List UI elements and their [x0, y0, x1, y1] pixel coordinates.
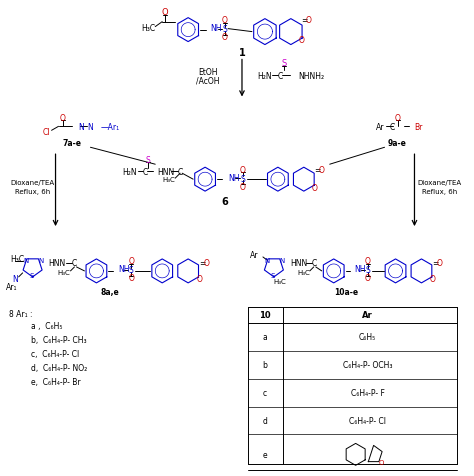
- Text: NH: NH: [228, 173, 239, 182]
- Text: O: O: [240, 165, 246, 174]
- Text: 8a,e: 8a,e: [101, 288, 120, 297]
- Text: O: O: [299, 36, 305, 45]
- Text: =: =: [315, 165, 321, 174]
- Text: O: O: [306, 16, 312, 25]
- Text: H₃C: H₃C: [11, 255, 25, 264]
- Text: Cl: Cl: [43, 128, 51, 137]
- Text: O: O: [394, 114, 401, 123]
- Text: Ar₁: Ar₁: [6, 283, 17, 292]
- Text: H₃C: H₃C: [273, 278, 286, 284]
- Text: —Ar₁: —Ar₁: [100, 122, 119, 131]
- Text: C₆H₅: C₆H₅: [359, 333, 376, 341]
- Text: c: c: [263, 388, 267, 397]
- Text: N: N: [79, 122, 84, 131]
- Text: EtOH: EtOH: [198, 68, 218, 77]
- Text: O: O: [365, 274, 371, 283]
- Text: O: O: [379, 459, 384, 466]
- Text: =: =: [199, 259, 205, 268]
- Text: 10a-e: 10a-e: [335, 288, 359, 297]
- Text: N: N: [38, 258, 43, 263]
- Text: H₂N: H₂N: [123, 168, 137, 176]
- Text: a ,  C₆H₅: a , C₆H₅: [31, 322, 62, 330]
- Text: Ar: Ar: [362, 311, 373, 319]
- Text: N: N: [279, 258, 284, 263]
- Text: S: S: [365, 266, 370, 275]
- Text: S: S: [29, 272, 34, 278]
- Text: HNN: HNN: [157, 168, 174, 176]
- Text: O: O: [240, 182, 246, 191]
- Text: =: =: [301, 16, 308, 25]
- Text: e: e: [263, 450, 267, 459]
- Text: d,  C₆H₄-P- NO₂: d, C₆H₄-P- NO₂: [31, 363, 87, 372]
- Text: S: S: [129, 266, 134, 275]
- Text: b,  C₆H₄-P- CH₃: b, C₆H₄-P- CH₃: [31, 336, 86, 345]
- Text: O: O: [196, 275, 202, 284]
- Text: 1: 1: [238, 48, 246, 58]
- Text: 9a-e: 9a-e: [388, 139, 407, 148]
- Text: H₃C: H₃C: [58, 269, 71, 275]
- Text: 8 Ar₁ :: 8 Ar₁ :: [9, 309, 32, 318]
- Text: H₂N: H₂N: [257, 72, 272, 81]
- Text: N: N: [12, 275, 18, 284]
- Text: =: =: [432, 259, 438, 268]
- Text: a: a: [263, 333, 267, 341]
- Text: N: N: [88, 122, 93, 131]
- Text: S: S: [241, 174, 246, 183]
- Text: O: O: [365, 257, 371, 266]
- Text: H₃C: H₃C: [163, 177, 175, 183]
- Text: N: N: [264, 258, 270, 263]
- Text: HNN: HNN: [290, 259, 307, 268]
- Text: Br: Br: [414, 122, 423, 131]
- Text: /AcOH: /AcOH: [196, 77, 220, 86]
- Text: O: O: [128, 257, 134, 266]
- Text: Ar: Ar: [376, 122, 384, 131]
- Text: C: C: [178, 168, 183, 176]
- Text: S: S: [223, 25, 228, 34]
- Text: O: O: [203, 259, 209, 268]
- Text: O: O: [312, 183, 318, 192]
- Text: NH: NH: [118, 265, 130, 274]
- Text: C: C: [277, 72, 283, 81]
- Text: Ar: Ar: [250, 251, 258, 260]
- Text: NHNH₂: NHNH₂: [298, 72, 324, 81]
- Text: d: d: [263, 416, 267, 425]
- Text: O: O: [437, 259, 442, 268]
- Text: C: C: [311, 259, 317, 268]
- Text: NH: NH: [355, 265, 366, 274]
- Text: O: O: [222, 16, 228, 25]
- Text: c,  C₆H₄-P- Cl: c, C₆H₄-P- Cl: [31, 349, 79, 358]
- Text: H₃C: H₃C: [141, 24, 155, 33]
- Text: b: b: [263, 360, 267, 369]
- Text: 6: 6: [222, 197, 228, 207]
- Text: Reflux, 6h: Reflux, 6h: [422, 189, 457, 195]
- Text: O: O: [222, 33, 228, 42]
- Text: S: S: [146, 155, 151, 164]
- Text: C₆H₄-P- F: C₆H₄-P- F: [351, 388, 384, 397]
- Text: H₃C: H₃C: [297, 269, 310, 275]
- Text: Dioxane/TEA: Dioxane/TEA: [10, 180, 55, 186]
- Text: C₆H₄-P- OCH₃: C₆H₄-P- OCH₃: [343, 360, 392, 369]
- Text: HNN: HNN: [48, 259, 66, 268]
- Text: Dioxane/TEA: Dioxane/TEA: [417, 180, 462, 186]
- Text: O: O: [128, 274, 134, 283]
- Text: C: C: [390, 122, 395, 131]
- Text: C₆H₄-P- Cl: C₆H₄-P- Cl: [349, 416, 386, 425]
- Text: O: O: [60, 114, 65, 123]
- Text: S: S: [281, 59, 286, 68]
- Text: C: C: [72, 259, 77, 268]
- Text: NH: NH: [210, 24, 221, 33]
- Text: C: C: [143, 168, 148, 176]
- Text: e,  C₆H₄-P- Br: e, C₆H₄-P- Br: [31, 377, 80, 386]
- Text: 7a-e: 7a-e: [63, 139, 82, 148]
- Text: O: O: [319, 165, 325, 174]
- Text: Reflux, 6h: Reflux, 6h: [15, 189, 50, 195]
- Text: N: N: [23, 258, 28, 263]
- Text: 10: 10: [259, 311, 271, 319]
- Text: O: O: [162, 8, 169, 17]
- Text: O: O: [429, 275, 435, 284]
- Text: S: S: [271, 272, 275, 278]
